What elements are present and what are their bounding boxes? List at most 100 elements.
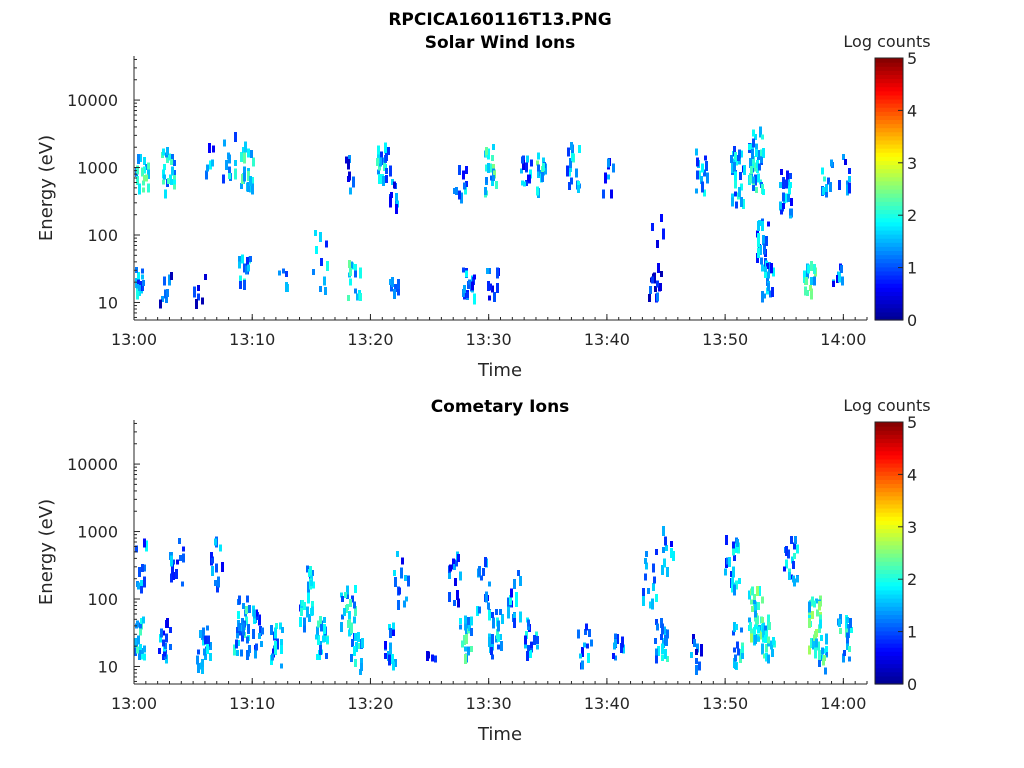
spectrogram-cell: [163, 276, 166, 286]
spectrogram-cell: [825, 646, 828, 652]
spectrogram-cell: [642, 596, 645, 606]
spectrogram-cell: [736, 641, 739, 649]
spectrogram-cell: [657, 646, 660, 656]
spectrogram-cell: [827, 177, 830, 185]
spectrogram-cell: [493, 292, 496, 302]
spectrogram-cell: [804, 289, 807, 295]
colorbar-segment: [875, 246, 903, 252]
colorbar-segment: [875, 606, 903, 611]
spectrogram-cell: [472, 277, 475, 285]
colorbar-segment: [875, 528, 903, 534]
spectrogram-cell: [607, 174, 610, 180]
spectrogram-cell: [209, 160, 212, 170]
spectrogram-cell: [377, 169, 380, 175]
spectrogram-cell: [380, 151, 383, 161]
colorbar-segment: [875, 250, 903, 256]
spectrogram-cell: [581, 660, 584, 670]
spectrogram-cell: [147, 162, 150, 170]
spectrogram-cell: [655, 654, 658, 664]
spectrogram-cell: [236, 650, 239, 656]
spectrogram-cell: [147, 183, 150, 193]
spectrogram-cell: [323, 276, 326, 286]
colorbar-segment: [875, 503, 903, 509]
spectrogram-cell: [660, 214, 663, 222]
spectrogram-cell: [491, 612, 494, 618]
spectrogram-cell: [141, 167, 144, 177]
spectrogram-cell: [700, 176, 703, 184]
spectrogram-cell: [134, 648, 137, 656]
spectrogram-cell: [839, 628, 842, 634]
spectrogram-cell: [533, 635, 536, 645]
x-tick-label: 13:20: [347, 694, 393, 713]
spectrogram-cell: [765, 644, 768, 652]
spectrogram-cell: [389, 642, 392, 650]
spectrogram-cell: [842, 653, 845, 663]
spectrogram-cell: [793, 553, 796, 559]
spectrogram-cell: [385, 168, 388, 174]
spectrogram-cell: [454, 578, 457, 586]
spectrogram-cell: [762, 633, 765, 643]
spectrogram-cell: [513, 579, 516, 589]
spectrogram-cell: [519, 611, 522, 623]
spectrogram-cell: [488, 295, 491, 301]
panel-title: Solar Wind Ions: [425, 33, 576, 53]
spectrogram-cell: [785, 546, 788, 556]
spectrogram-cell: [698, 170, 701, 180]
colorbar-segment: [875, 618, 903, 624]
spectrogram-cell: [621, 636, 624, 648]
y-tick-label: 10000: [67, 455, 118, 474]
spectrogram-cell: [748, 617, 751, 623]
spectrogram-cell: [655, 648, 658, 656]
spectrogram-cell: [670, 548, 673, 558]
spectrogram-cell: [695, 649, 698, 655]
spectrogram-cell: [738, 578, 741, 584]
colorbar: 0 1 2 3 4 5: [874, 413, 917, 694]
spectrogram-cell: [312, 581, 315, 589]
spectrogram-cell: [536, 160, 539, 166]
spectrogram-cell: [762, 189, 765, 195]
spectrogram-cell: [787, 194, 790, 202]
spectrogram-cell: [765, 652, 768, 662]
spectrogram-cell: [492, 144, 495, 150]
spectrogram-cell: [542, 157, 545, 165]
colorbar-segment: [875, 479, 903, 485]
spectrogram-cell: [279, 622, 282, 630]
spectrogram-cell: [515, 597, 518, 607]
spectrogram-cell: [731, 197, 734, 207]
y-axis-label: Energy (eV): [36, 135, 57, 241]
spectrogram-cell: [810, 638, 813, 648]
spectrogram-cell: [179, 555, 182, 561]
spectrogram-cell: [236, 631, 239, 639]
spectrogram-cell: [584, 629, 587, 635]
spectrogram-cell: [530, 642, 533, 648]
spectrogram-cell: [204, 274, 207, 280]
spectrogram-cell: [754, 634, 757, 644]
spectrogram-cell: [243, 166, 246, 176]
spectrogram-cell: [788, 185, 791, 195]
spectrogram-cell: [761, 617, 764, 623]
spectrogram-cell: [196, 655, 199, 665]
spectrogram-cell: [787, 178, 790, 186]
spectrogram-cell: [752, 129, 755, 137]
panel-solar-wind: Solar Wind Ions 13:00 13:10 13:20 13:30 13:4…: [36, 32, 931, 381]
colorbar-segment: [875, 127, 903, 133]
spectrogram-cell: [359, 669, 362, 675]
spectrogram-cell: [810, 288, 813, 300]
spectrogram-cell: [770, 263, 773, 273]
spectrogram-cell: [136, 284, 139, 292]
spectrogram-cell: [347, 295, 350, 301]
spectrogram-cell: [139, 622, 142, 630]
colorbar-segment: [875, 467, 903, 472]
spectrogram-cell: [455, 559, 458, 567]
spectrogram-cell: [389, 648, 392, 656]
spectrogram-cell: [468, 621, 471, 631]
spectrogram-cell: [397, 288, 400, 296]
colorbar-segment: [875, 152, 903, 157]
spectrogram-cell: [393, 289, 396, 299]
spectrogram-cell: [497, 634, 500, 642]
spectrogram-cell: [844, 159, 847, 165]
colorbar-segment: [875, 671, 903, 677]
spectrogram-cell: [755, 187, 758, 193]
spectrogram-cell: [206, 644, 209, 654]
spectrogram-cell: [732, 566, 735, 578]
